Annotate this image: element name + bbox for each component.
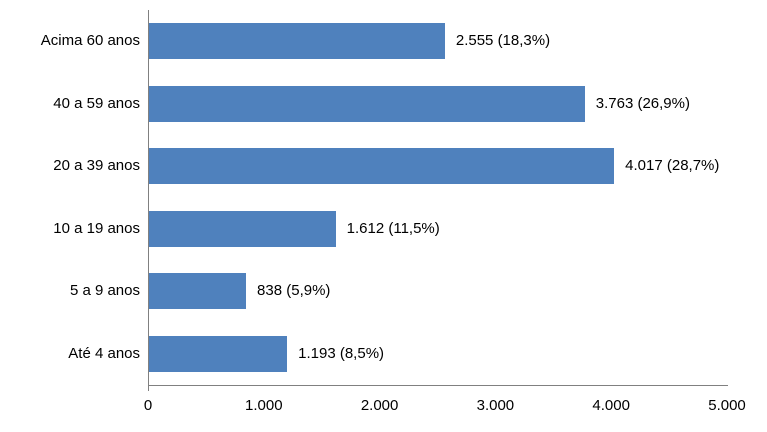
x-axis-tick-label: 5.000 (708, 397, 746, 414)
category-label: Até 4 anos (68, 344, 140, 362)
bar (149, 85, 585, 122)
data-label: 1.193 (8,5%) (298, 344, 385, 362)
bar (149, 210, 336, 247)
x-axis-tick-label: 1.000 (245, 397, 283, 414)
bar-row: 4.017 (28,7%) (149, 135, 728, 198)
x-axis-zero-tick (148, 386, 149, 391)
bar-row: 838 (5,9%) (149, 260, 728, 323)
x-axis-tick-label: 0 (143, 397, 153, 414)
x-axis-tick-label: 3.000 (476, 397, 515, 414)
data-label: 3.763 (26,9%) (595, 94, 690, 112)
x-axis-tick-label: 4.000 (592, 397, 630, 414)
category-label: Acima 60 anos (40, 32, 140, 49)
bar (149, 273, 247, 309)
category-label: 20 a 39 anos (53, 157, 140, 174)
data-label: 838 (5,9%) (257, 282, 331, 299)
bar (149, 148, 615, 184)
data-label: 2.555 (18,3%) (455, 32, 551, 49)
bar-row: 1.612 (11,5%) (149, 198, 728, 261)
bar-row: 3.763 (26,9%) (149, 73, 728, 136)
data-label: 4.017 (28,7%) (625, 157, 720, 174)
data-label: 1.612 (11,5%) (346, 219, 440, 237)
bar-row: 1.193 (8,5%) (149, 323, 728, 386)
bar (149, 23, 445, 59)
category-label: 40 a 59 anos (53, 94, 140, 112)
bar-row: 2.555 (18,3%) (149, 10, 728, 73)
x-axis-tick-label: 2.000 (360, 397, 399, 414)
category-label: 5 a 9 anos (69, 282, 140, 299)
bar (149, 335, 288, 372)
category-label: 10 a 19 anos (53, 219, 140, 237)
plot-area: 2.555 (18,3%) 3.763 (26,9%) 4.017 (28,7%) 1… (148, 10, 728, 391)
